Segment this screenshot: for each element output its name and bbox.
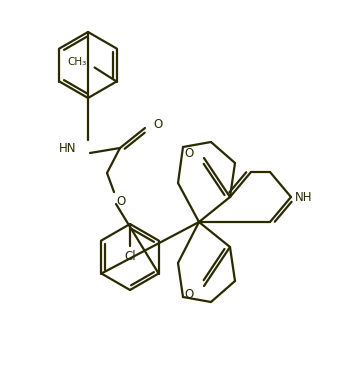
Text: O: O: [153, 118, 162, 131]
Text: NH: NH: [295, 190, 312, 204]
Text: HN: HN: [59, 141, 77, 154]
Text: O: O: [185, 147, 194, 160]
Text: O: O: [185, 288, 194, 301]
Text: Cl: Cl: [124, 250, 136, 263]
Text: O: O: [116, 194, 126, 207]
Text: CH₃: CH₃: [67, 56, 87, 66]
